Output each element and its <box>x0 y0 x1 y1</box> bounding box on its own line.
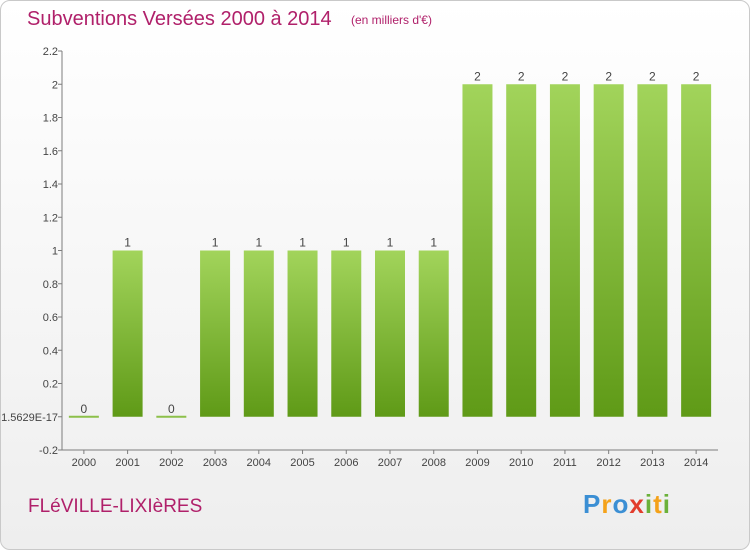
data-label: 2 <box>693 69 700 83</box>
y-tick-label: -0.2 <box>39 445 58 457</box>
x-tick-label: 2007 <box>378 457 402 469</box>
x-tick-label: 2006 <box>334 457 358 469</box>
x-tick-label: 2008 <box>421 457 445 469</box>
data-label: 2 <box>562 69 569 83</box>
data-label: 1 <box>299 236 306 250</box>
y-tick-label: 1.6 <box>43 146 58 158</box>
x-tick-label: 2001 <box>115 457 139 469</box>
y-tick-label: 0.4 <box>43 345 58 357</box>
x-tick-label: 2010 <box>509 457 533 469</box>
x-tick-label: 2003 <box>203 457 227 469</box>
x-tick-label: 2000 <box>72 457 96 469</box>
y-tick-label: 0.8 <box>43 279 58 291</box>
chart-title: Subventions Versées 2000 à 2014 <box>27 8 332 30</box>
data-label: 1 <box>430 236 437 250</box>
bar <box>462 84 493 417</box>
bar <box>637 84 668 417</box>
x-tick-label: 2014 <box>684 457 708 469</box>
proxiti-logo: Proxiti <box>583 489 671 519</box>
data-label: 0 <box>168 402 175 416</box>
data-label: 2 <box>649 69 656 83</box>
chart-subtitle: (en milliers d'€) <box>351 13 432 27</box>
bar <box>549 84 580 417</box>
x-tick-label: 2009 <box>465 457 489 469</box>
y-tick-label: 0.2 <box>43 379 58 391</box>
y-tick-label: 2.2 <box>43 46 58 58</box>
y-tick-label: 1 <box>52 246 58 258</box>
data-label: 2 <box>474 69 481 83</box>
data-label: 2 <box>605 69 612 83</box>
y-tick-label: 2 <box>52 79 58 91</box>
data-label: 1 <box>343 236 350 250</box>
x-tick-label: 2013 <box>640 457 664 469</box>
bar <box>112 250 143 417</box>
bar <box>200 250 231 417</box>
x-tick-label: 2012 <box>596 457 620 469</box>
x-tick-label: 2011 <box>553 457 577 469</box>
data-label: 2 <box>518 69 525 83</box>
y-tick-label: 1.2 <box>43 212 58 224</box>
x-tick-label: 2004 <box>247 457 271 469</box>
bar <box>287 250 318 417</box>
y-tick-label: 1.8 <box>43 113 58 125</box>
bar <box>681 84 712 417</box>
commune-name: FLéVILLE-LIXIèRES <box>28 496 203 517</box>
bar <box>68 415 99 418</box>
x-tick-label: 2005 <box>290 457 314 469</box>
bar <box>506 84 537 417</box>
data-label: 1 <box>255 236 262 250</box>
y-tick-label: 1.5629E-17 <box>1 412 58 424</box>
data-label: 1 <box>124 236 131 250</box>
y-tick-label: 1.4 <box>43 179 58 191</box>
data-label: 1 <box>212 236 219 250</box>
bar <box>418 250 449 417</box>
bar <box>156 415 187 418</box>
y-tick-label: 0.6 <box>43 312 58 324</box>
bar <box>593 84 624 417</box>
data-label: 1 <box>387 236 394 250</box>
bar <box>331 250 362 417</box>
data-label: 0 <box>81 402 88 416</box>
x-tick-label: 2002 <box>159 457 183 469</box>
bar <box>375 250 405 417</box>
bar <box>243 250 274 417</box>
